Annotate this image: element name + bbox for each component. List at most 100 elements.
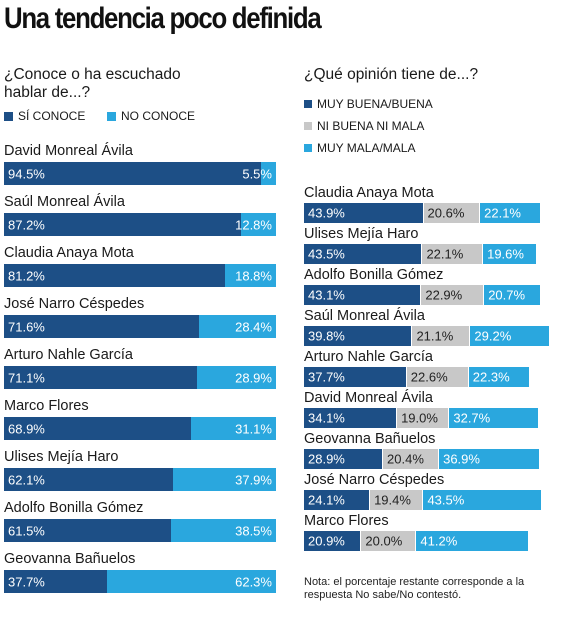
bar-segment-muy-buena-buena: 20.9%	[304, 531, 361, 551]
data-label: 20.4%	[387, 451, 424, 467]
bar-segment-si-conoce: 94.5%	[4, 162, 262, 185]
data-label: 18.8%	[235, 268, 272, 283]
bar-segment-no-conoce: 62.3%	[106, 570, 276, 593]
bar-segment-muy-mala-mala: 19.6%	[483, 244, 536, 264]
left-subtitle: ¿Conoce o ha escuchado hablar de...?	[4, 66, 181, 102]
data-label: 28.9%	[235, 370, 272, 385]
bar-segment-si-conoce: 62.1%	[4, 468, 173, 491]
bar-segment-ni-buena-ni-mala: 22.9%	[421, 285, 484, 305]
data-label: 19.6%	[487, 246, 524, 262]
bar-row-jose-narro-cespedes: 24.1% 19.4% 43.5%	[304, 490, 574, 510]
legend-label-ni-buena: NI BUENA NI MALA	[317, 119, 425, 133]
bar-row-arturo-nahle-garcia: 37.7% 22.6% 22.3%	[304, 367, 574, 387]
data-label: 22.1%	[484, 205, 521, 221]
bar-segment-ni-buena-ni-mala: 19.0%	[397, 408, 449, 428]
data-label: 20.9%	[308, 533, 345, 549]
data-label: 21.1%	[416, 328, 454, 344]
category-label: Arturo Nahle García	[4, 347, 133, 363]
category-label: Ulises Mejía Haro	[304, 226, 419, 242]
bar-row-arturo-nahle-garcia: 71.1% 28.9%	[4, 366, 276, 389]
bar-segment-ni-buena-ni-mala: 20.4%	[383, 449, 439, 469]
bar-segment-ni-buena-ni-mala: 21.1%	[412, 326, 470, 346]
legend-swatch-muy-buena	[304, 100, 312, 108]
data-label: 22.1%	[426, 246, 464, 262]
data-label: 43.5%	[427, 492, 465, 508]
bar-segment-no-conoce: 37.9%	[172, 468, 276, 491]
bar-segment-muy-mala-mala: 22.1%	[480, 203, 540, 223]
bar-segment-muy-buena-buena: 24.1%	[304, 490, 370, 510]
bar-segment-si-conoce: 68.9%	[4, 417, 192, 440]
category-label: Adolfo Bonilla Gómez	[304, 267, 444, 283]
bar-segment-si-conoce: 37.7%	[4, 570, 107, 593]
category-label: Marco Flores	[304, 513, 389, 529]
bar-row-adolfo-bonilla-gomez: 61.5% 38.5%	[4, 519, 276, 542]
right-subtitle: ¿Qué opinión tiene de...?	[304, 66, 479, 83]
bar-segment-muy-mala-mala: 36.9%	[439, 449, 539, 469]
data-label: 20.0%	[365, 533, 403, 549]
data-label: 20.6%	[427, 205, 465, 221]
category-label: Geovanna Bañuelos	[304, 431, 436, 447]
data-label: 19.4%	[374, 492, 411, 508]
legend-swatch-si-conoce	[4, 111, 13, 121]
legend-muy-buena: MUY BUENA/BUENA	[304, 97, 433, 111]
data-label: 24.1%	[308, 492, 345, 508]
legend-swatch-ni-buena	[304, 122, 312, 130]
category-label: Marco Flores	[4, 398, 89, 414]
data-label: 62.1%	[8, 472, 45, 487]
data-label: 38.5%	[235, 523, 272, 538]
data-label: 87.2%	[8, 217, 45, 232]
data-label: 12.8%	[235, 217, 272, 232]
bar-segment-muy-mala-mala: 22.3%	[468, 367, 529, 387]
legend-label-no-conoce: NO CONOCE	[121, 109, 196, 123]
bar-segment-no-conoce: 18.8%	[224, 264, 276, 287]
bar-segment-ni-buena-ni-mala: 20.0%	[361, 531, 416, 551]
bar-row-saul-monreal-avila: 87.2% 12.8%	[4, 213, 276, 236]
category-label: Claudia Anaya Mota	[304, 185, 434, 201]
data-label: 32.7%	[453, 410, 491, 426]
data-label: 28.9%	[308, 451, 345, 467]
category-label: Claudia Anaya Mota	[4, 245, 134, 261]
legend-ni-buena: NI BUENA NI MALA	[304, 119, 424, 133]
data-label: 43.9%	[308, 205, 345, 221]
bar-segment-muy-mala-mala: 20.7%	[484, 285, 541, 305]
data-label: 34.1%	[308, 410, 345, 426]
data-label: 37.7%	[8, 574, 45, 589]
bar-segment-ni-buena-ni-mala: 22.1%	[422, 244, 483, 264]
legend-label-si-conoce: SÍ CONOCE	[18, 109, 86, 123]
data-label: 43.5%	[308, 246, 345, 262]
data-label: 37.9%	[235, 472, 272, 487]
data-label: 41.2%	[420, 533, 458, 549]
bar-segment-no-conoce: 28.9%	[197, 366, 276, 389]
bar-segment-muy-mala-mala: 29.2%	[470, 326, 550, 346]
category-label: José Narro Céspedes	[4, 296, 145, 312]
data-label: 22.3%	[472, 369, 510, 385]
category-label: Saúl Monreal Ávila	[4, 194, 125, 210]
chart-title: Una tendencia poco definida	[4, 2, 322, 35]
data-label: 71.1%	[8, 370, 45, 385]
bar-segment-muy-buena-buena: 34.1%	[304, 408, 397, 428]
bar-row-david-monreal-avila: 94.5% 5.5%	[4, 162, 276, 185]
bar-segment-muy-mala-mala: 41.2%	[416, 531, 528, 551]
legend-muy-mala: MUY MALA/MALA	[304, 141, 415, 155]
category-label: Saúl Monreal Ávila	[304, 308, 425, 324]
data-label: 39.8%	[308, 328, 345, 344]
bar-segment-muy-buena-buena: 43.1%	[304, 285, 421, 305]
footnote: Nota: el porcentaje restante corresponde…	[304, 576, 525, 601]
data-label: 20.7%	[488, 287, 526, 303]
category-label: Ulises Mejía Haro	[4, 449, 119, 465]
bar-row-claudia-anaya-mota: 81.2% 18.8%	[4, 264, 276, 287]
data-label: 28.4%	[235, 319, 272, 334]
category-label: Adolfo Bonilla Gómez	[4, 500, 144, 516]
bar-segment-muy-mala-mala: 32.7%	[449, 408, 538, 428]
bar-segment-no-conoce: 12.8%	[235, 213, 276, 236]
bar-row-geovanna-banuelos: 37.7% 62.3%	[4, 570, 276, 593]
bar-row-ulises-mejia-haro: 43.5% 22.1% 19.6%	[304, 244, 574, 264]
bar-segment-si-conoce: 61.5%	[4, 519, 172, 542]
bar-segment-muy-buena-buena: 43.5%	[304, 244, 422, 264]
bar-segment-no-conoce: 28.4%	[198, 315, 276, 338]
data-label: 29.2%	[474, 328, 512, 344]
bar-segment-si-conoce: 71.6%	[4, 315, 199, 338]
legend-swatch-no-conoce	[107, 111, 116, 121]
bar-row-jose-narro-cespedes: 71.6% 28.4%	[4, 315, 276, 338]
category-label: José Narro Céspedes	[304, 472, 445, 488]
